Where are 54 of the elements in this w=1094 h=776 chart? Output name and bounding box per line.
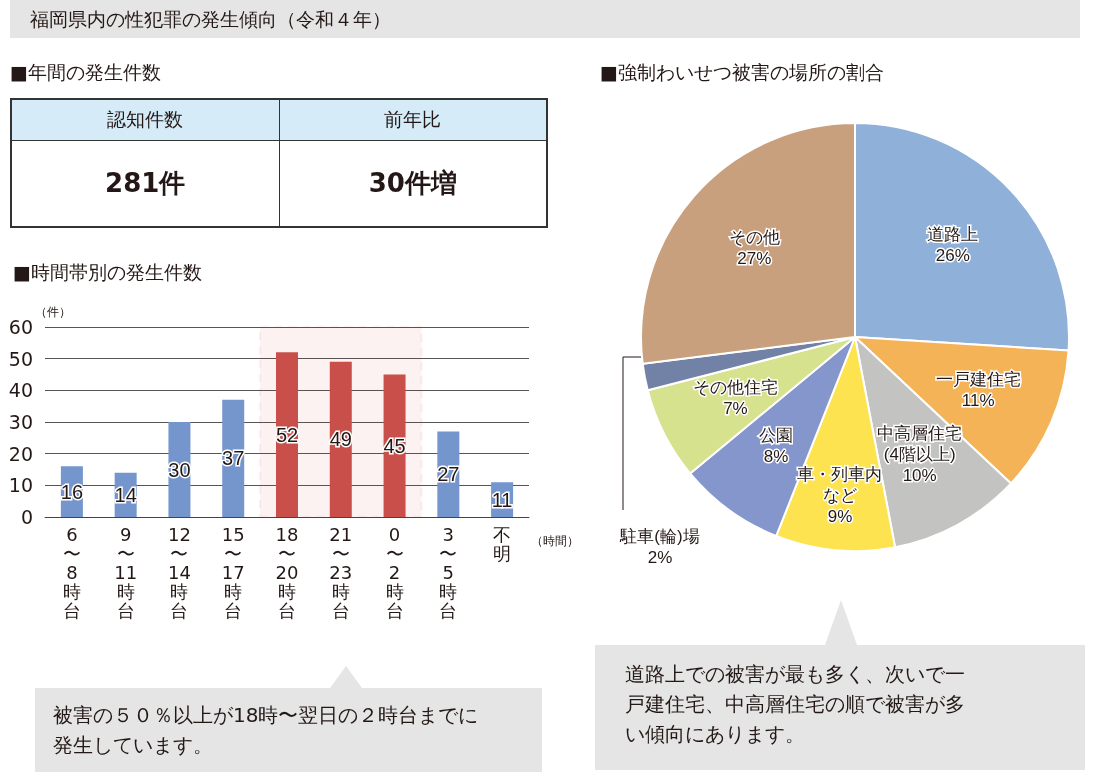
bar — [329, 361, 352, 517]
text: 福岡県内の性犯罪の発生傾向（令和４年） — [10, 0, 1080, 38]
data-label: 37 — [222, 447, 245, 470]
x-tick-label: 9〜11時台 — [114, 524, 138, 621]
data-label: 10% — [902, 466, 937, 486]
x-tick-label: 0〜2時台 — [385, 524, 404, 621]
slice-label: 公園 — [759, 425, 794, 445]
text: 認知件数 — [11, 99, 279, 141]
x-tick-label: 21〜23時台 — [329, 524, 353, 621]
text: ■年間の発生件数 — [10, 60, 161, 85]
slice-label: その他 — [728, 228, 780, 248]
x-tick-label: 18〜20時台 — [275, 524, 299, 621]
text: 被害の５０％以上が18時〜翌日の２時台までに発生しています。 — [53, 702, 480, 759]
data-label: 27% — [737, 249, 772, 269]
x-tick-label: 6〜8時台 — [62, 524, 81, 621]
y-axis-title: （件） — [35, 304, 71, 319]
data-label: 2% — [647, 548, 673, 567]
data-label: 11% — [961, 391, 995, 411]
data-label: 11 — [491, 488, 513, 511]
y-tick-label: 50 — [8, 347, 33, 370]
y-tick-label: 10 — [8, 474, 33, 497]
data-label: 27 — [437, 463, 460, 486]
y-tick-label: 0 — [20, 506, 33, 528]
slice-label: 道路上 — [927, 225, 979, 245]
text: 前年比 — [279, 99, 547, 141]
x-axis-title: （時間） — [531, 534, 579, 548]
x-tick-label: 12〜14時台 — [167, 524, 191, 621]
chart-title: ■時間帯別の発生件数 — [13, 260, 202, 283]
data-label: 14 — [114, 483, 137, 506]
data-label: 30 — [168, 458, 191, 481]
y-tick-label: 40 — [8, 379, 33, 402]
x-tick-label: 15〜17時台 — [221, 524, 245, 621]
data-label: 26% — [935, 246, 970, 266]
data-label: 16 — [60, 480, 84, 503]
data-label: 9% — [827, 507, 853, 527]
x-tick-label: 不明 — [493, 524, 512, 564]
chart-title: ■強制わいせつ被害の場所の割合 — [600, 60, 884, 83]
text: 30件増 — [279, 140, 547, 227]
data-label: 7% — [723, 398, 748, 418]
data-label: 8% — [763, 446, 789, 466]
data-label: 45 — [383, 434, 406, 457]
bar — [276, 352, 298, 517]
data-label: 52 — [275, 423, 299, 446]
slice-label: 中高層住宅(4階以上) — [877, 424, 963, 465]
y-tick-label: 60 — [8, 316, 33, 338]
slice-label: 一戸建住宅 — [935, 370, 1021, 390]
y-tick-label: 20 — [8, 442, 33, 465]
slice-label: 駐車(輪)場 — [619, 527, 700, 546]
text: 281件 — [11, 140, 279, 227]
data-label: 49 — [329, 428, 352, 451]
slice-label: その他住宅 — [692, 377, 778, 397]
text: 道路上での被害が最も多く、次いで一戸建住宅、中高層住宅の順で被害が多い傾向にあります。 — [625, 661, 966, 748]
y-tick-label: 30 — [8, 411, 33, 433]
x-tick-label: 3〜5時台 — [439, 524, 458, 621]
